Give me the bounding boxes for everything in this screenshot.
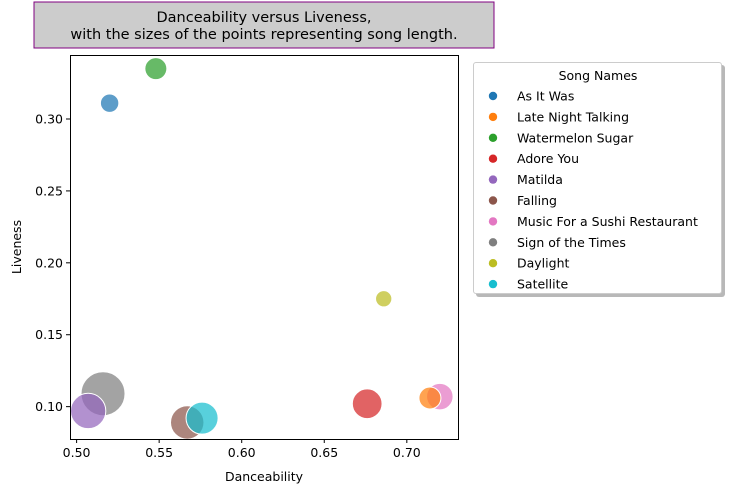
legend-label: Watermelon Sugar xyxy=(517,130,634,145)
point-matilda xyxy=(70,392,107,430)
legend-item-late-night-talking: Late Night Talking xyxy=(488,109,629,124)
y-tick-label: 0.20 xyxy=(35,255,63,270)
legend-marker xyxy=(488,175,498,184)
chart-title: Danceability versus Liveness, with the s… xyxy=(33,1,495,49)
x-tick-label: 0.65 xyxy=(310,445,338,460)
legend-label: Daylight xyxy=(517,256,569,271)
point-satellite xyxy=(185,401,219,435)
plot-frame xyxy=(70,55,459,440)
y-tick-label: 0.25 xyxy=(35,183,63,198)
point-adore-you xyxy=(351,388,383,420)
y-tick-label: 0.30 xyxy=(35,112,63,127)
legend-marker xyxy=(488,259,498,268)
legend-label: Falling xyxy=(517,193,557,208)
legend-label: Matilda xyxy=(517,172,563,187)
legend-marker xyxy=(488,238,498,247)
legend-label: As It Was xyxy=(517,89,574,104)
y-axis-ticks: 0.10 0.15 0.20 0.25 0.30 xyxy=(35,112,70,414)
x-tick-label: 0.55 xyxy=(145,445,173,460)
legend-item-adore-you: Adore You xyxy=(488,151,579,166)
data-points xyxy=(70,57,454,440)
legend-item-satellite: Satellite xyxy=(488,277,569,292)
x-axis-ticks: 0.50 0.55 0.60 0.65 0.70 xyxy=(63,439,421,460)
legend-marker xyxy=(488,112,498,122)
legend: Song Names As It Was Late Night Talking Wa… xyxy=(473,62,722,294)
legend-item-as-it-was: As It Was xyxy=(488,89,574,104)
legend-item-matilda: Matilda xyxy=(488,172,563,187)
legend-item-falling: Falling xyxy=(488,193,557,208)
svg-text:Danceability versus Liveness,: Danceability versus Liveness, xyxy=(157,10,372,26)
x-axis-label: Danceability xyxy=(225,469,304,484)
legend-item-daylight: Daylight xyxy=(488,256,569,271)
legend-title: Song Names xyxy=(559,68,638,83)
legend-item-watermelon-sugar: Watermelon Sugar xyxy=(488,130,634,145)
point-daylight xyxy=(375,290,393,308)
legend-label: Music For a Sushi Restaurant xyxy=(517,214,698,229)
legend-marker xyxy=(488,154,498,163)
legend-label: Late Night Talking xyxy=(517,109,629,124)
legend-marker xyxy=(488,91,498,101)
x-tick-label: 0.60 xyxy=(228,445,256,460)
y-axis-label: Liveness xyxy=(9,220,24,274)
point-watermelon-sugar xyxy=(144,57,168,81)
legend-marker xyxy=(488,279,498,289)
legend-marker xyxy=(488,196,498,205)
legend-item-music-for-a-sushi-restaurant: Music For a Sushi Restaurant xyxy=(488,214,698,229)
legend-label: Adore You xyxy=(517,151,579,166)
legend-label: Satellite xyxy=(517,277,569,292)
y-tick-label: 0.10 xyxy=(35,399,63,414)
legend-marker xyxy=(488,133,498,142)
point-late-night-talking xyxy=(418,386,442,410)
legend-marker xyxy=(488,217,498,226)
x-tick-label: 0.70 xyxy=(393,445,421,460)
y-tick-label: 0.15 xyxy=(35,327,63,342)
point-as-it-was xyxy=(99,93,120,113)
svg-text:with the sizes of the points r: with the sizes of the points representin… xyxy=(70,27,457,43)
x-tick-label: 0.50 xyxy=(63,445,91,460)
legend-label: Sign of the Times xyxy=(517,235,626,250)
legend-item-sign-of-the-times: Sign of the Times xyxy=(488,235,626,250)
